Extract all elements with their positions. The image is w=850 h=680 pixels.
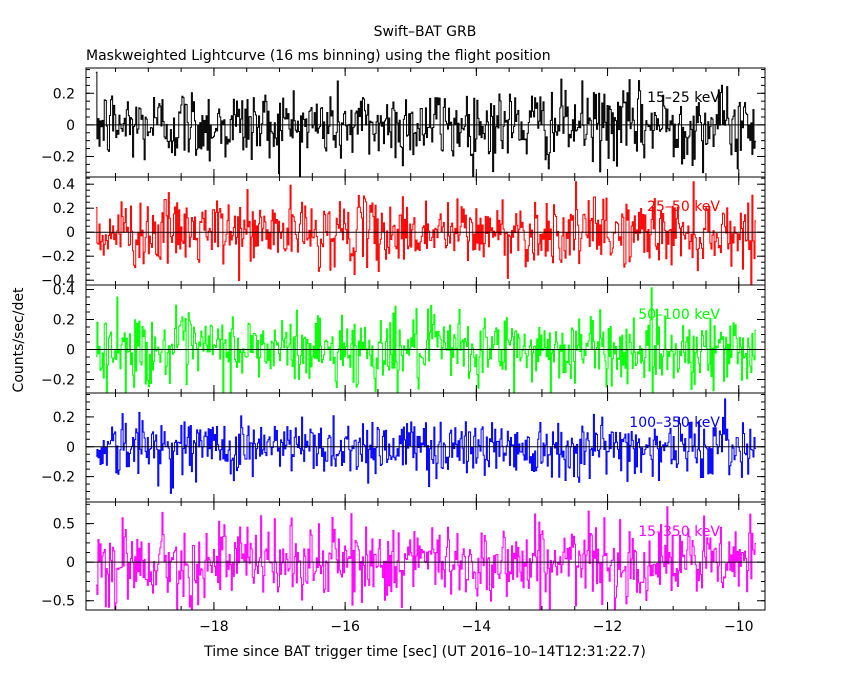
- y-tick-label: 0.2: [53, 410, 75, 426]
- x-tick-label: −14: [462, 619, 492, 635]
- y-tick-label: 0.4: [53, 177, 75, 193]
- x-axis-label: Time since BAT trigger time [sec] (UT 20…: [203, 644, 646, 660]
- series-line-4: [95, 398, 757, 494]
- y-tick-label: 0: [66, 440, 75, 456]
- series-label: 25–50 keV: [647, 199, 720, 215]
- y-tick-label: 0: [66, 343, 75, 359]
- y-tick-label: 0: [66, 225, 75, 241]
- panel-2: −0.4 −0.2 0 0.2 0.4 25–50 keV: [41, 176, 766, 289]
- chart-title: Swift–BAT GRB: [374, 24, 477, 40]
- y-tick-label: −0.2: [41, 373, 75, 389]
- y-tick-label: 0.2: [53, 201, 75, 217]
- y-tick-label: 0.2: [53, 313, 75, 329]
- y-tick-label: −0.5: [41, 594, 75, 610]
- y-tick-label: 0: [66, 555, 75, 571]
- x-tick-label: −16: [330, 619, 360, 635]
- series-label: 15–25 keV: [647, 90, 720, 106]
- y-axis-label: Counts/sec/det: [11, 287, 27, 392]
- y-tick-label: 0: [66, 118, 75, 134]
- series-label: 15–350 keV: [638, 524, 720, 540]
- x-tick-label: −12: [593, 619, 623, 635]
- x-axis: −18 −16 −14 −12 −10: [199, 619, 753, 635]
- panels-group: −0.2 0 0.2 15–25 keV −0.4 −0.2 0 0.2 0.4 25–50 ke…: [41, 67, 766, 611]
- panel-1: −0.2 0 0.2 15–25 keV: [41, 67, 766, 178]
- y-tick-label: −0.2: [41, 470, 75, 486]
- panel-5: −0.5 0 0.5 15–350 keV: [41, 501, 766, 611]
- series-line-1: [95, 71, 757, 177]
- panel-4: −0.2 0 0.2 100–350 keV: [41, 392, 766, 503]
- series-line-3: [95, 287, 757, 393]
- chart-subtitle: Maskweighted Lightcurve (16 ms binning) …: [86, 48, 551, 64]
- x-tick-label: −10: [724, 619, 754, 635]
- series-label: 100–350 keV: [629, 415, 720, 431]
- y-tick-label: 0.5: [53, 517, 75, 533]
- y-tick-label: 0.4: [53, 283, 75, 299]
- series-line-2: [95, 181, 757, 285]
- panel-3: −0.2 0 0.2 0.4 50–100 keV: [41, 283, 766, 394]
- panel-frame: [85, 501, 766, 611]
- y-tick-label: 0.2: [53, 86, 75, 102]
- y-tick-label: −0.2: [41, 149, 75, 165]
- x-tick-label: −18: [199, 619, 229, 635]
- y-tick-label: −0.2: [41, 249, 75, 265]
- series-label: 50–100 keV: [638, 307, 720, 323]
- y-tick-label: −0.4: [41, 273, 75, 289]
